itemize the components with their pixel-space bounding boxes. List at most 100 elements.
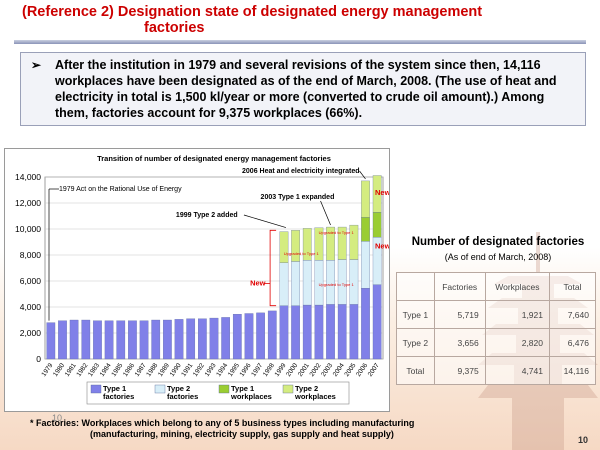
legend-label: workplaces bbox=[230, 392, 272, 401]
bar-segment bbox=[69, 319, 79, 360]
legend-swatch bbox=[282, 384, 294, 394]
table-cell: 3,656 bbox=[433, 328, 486, 357]
bar-segment bbox=[314, 304, 324, 360]
bar-segment bbox=[81, 319, 91, 360]
x-tick-label: 1989 bbox=[157, 362, 171, 378]
table-cell: Total bbox=[396, 356, 435, 385]
bar-segment bbox=[197, 318, 207, 360]
new-label: New bbox=[375, 188, 389, 197]
x-tick-label: 1986 bbox=[122, 362, 136, 378]
bar-segment bbox=[372, 284, 382, 360]
table-cell: 6,476 bbox=[549, 328, 596, 357]
table-header-cell: Total bbox=[549, 272, 596, 301]
bar-segment bbox=[372, 212, 382, 238]
bar-chart: 0 2,000 4,000 6,000 8,000 10,000 12,000 14,000 T… bbox=[15, 154, 391, 405]
y-tick-label: 10,000 bbox=[15, 224, 41, 234]
bar-segment bbox=[279, 231, 289, 263]
footnote: * Factories: Workplaces which belong to … bbox=[30, 418, 500, 440]
bar-segment bbox=[174, 319, 184, 360]
chart-title: Transition of number of designated energ… bbox=[97, 154, 331, 163]
table-subtitle: (As of end of March, 2008) bbox=[444, 252, 552, 262]
footnote-line-1: * Factories: Workplaces which belong to … bbox=[30, 418, 415, 428]
x-tick-label: 2005 bbox=[343, 362, 357, 378]
bar-segment bbox=[279, 305, 289, 360]
arrow-bullet-icon: ➢ bbox=[31, 58, 42, 72]
bar-segment bbox=[361, 180, 370, 218]
bar-segment bbox=[361, 287, 370, 360]
x-tick-label: 1979 bbox=[40, 362, 54, 378]
table-row: Type 2 3,656 2,820 6,476 bbox=[396, 328, 596, 357]
bar-segment bbox=[232, 313, 242, 360]
table-header-cell bbox=[396, 272, 435, 301]
legend-swatch bbox=[90, 384, 102, 394]
table-title: Number of designated factories bbox=[411, 236, 585, 248]
bar-segment bbox=[302, 304, 312, 360]
intro-text: After the institution in 1979 and severa… bbox=[55, 58, 557, 120]
legend-label: Type 1 bbox=[103, 384, 126, 393]
y-tick-label: 12,000 bbox=[15, 198, 41, 208]
annotation-1979: 1979 Act on the Rational Use of Energy bbox=[59, 186, 182, 193]
table-cell: 4,741 bbox=[484, 356, 551, 385]
bar-segment bbox=[244, 313, 254, 360]
table-row: Type 1 5,719 1,921 7,640 bbox=[396, 300, 596, 329]
bar-segment bbox=[361, 241, 370, 289]
slide-title: (Reference 2) Designation state of desig… bbox=[22, 4, 542, 36]
page-number-left: 10 bbox=[52, 413, 63, 423]
upgraded-label: Upgraded to Type 1 bbox=[319, 230, 355, 235]
x-tick-label: 2006 bbox=[355, 362, 369, 378]
legend-swatch bbox=[154, 384, 166, 394]
annotation-arrow bbox=[243, 214, 287, 228]
new-label: New bbox=[375, 242, 389, 251]
title-line-1: (Reference 2) Designation state of desig… bbox=[22, 4, 483, 20]
table-cell: Type 2 bbox=[396, 328, 435, 357]
bar-segment bbox=[337, 226, 347, 260]
table-cell: 9,375 bbox=[433, 356, 486, 385]
x-tick-label: 2000 bbox=[285, 362, 299, 378]
legend-label: factories bbox=[167, 392, 198, 401]
new-label: New bbox=[250, 279, 266, 288]
bar-segment bbox=[314, 227, 324, 261]
bar-segment bbox=[337, 304, 347, 360]
x-tick-label: 1996 bbox=[239, 362, 253, 378]
legend-label: factories bbox=[103, 392, 134, 401]
x-tick-label: 1994 bbox=[215, 362, 229, 378]
footnote-line-2: (manufacturing, mining, electricity supp… bbox=[90, 429, 394, 439]
y-tick-label: 8,000 bbox=[20, 250, 42, 260]
annotation-arrow bbox=[320, 200, 331, 226]
x-tick-label: 1997 bbox=[250, 362, 264, 378]
y-tick-label: 14,000 bbox=[15, 172, 41, 182]
y-tick-label: 0 bbox=[36, 354, 41, 364]
legend-box bbox=[86, 381, 350, 405]
page-number-right: 10 bbox=[578, 435, 589, 445]
bar-segment bbox=[302, 228, 312, 261]
x-tick-label: 1999 bbox=[274, 362, 288, 378]
bar-segment bbox=[46, 322, 56, 360]
x-tick-label: 2007 bbox=[367, 362, 381, 378]
annotation-2003: 2003 Type 1 expanded bbox=[261, 194, 335, 201]
x-tick-label: 1980 bbox=[52, 362, 66, 378]
x-tick-label: 2001 bbox=[297, 362, 311, 378]
x-tick-label: 1988 bbox=[145, 362, 159, 378]
bar-segment bbox=[256, 312, 265, 360]
bar-segment bbox=[139, 320, 149, 360]
legend-label: Type 2 bbox=[167, 384, 190, 393]
legend-label: workplaces bbox=[294, 392, 336, 401]
table-cell: 2,820 bbox=[484, 328, 551, 357]
bar-segment bbox=[267, 310, 277, 360]
annotation-1999: 1999 Type 2 added bbox=[176, 212, 238, 219]
bar-segment bbox=[163, 319, 172, 360]
bar-segment bbox=[349, 224, 359, 260]
x-tick-label: 1983 bbox=[87, 362, 101, 378]
bar-segment bbox=[291, 230, 300, 262]
x-tick-label: 2003 bbox=[320, 362, 334, 378]
table-header-cell: Workplaces bbox=[484, 272, 551, 301]
x-tick-label: 1990 bbox=[169, 362, 183, 378]
bar-segment bbox=[291, 305, 300, 360]
legend-label: Type 1 bbox=[231, 384, 254, 393]
table-cell: 1,921 bbox=[484, 300, 551, 329]
table-header-row: Factories Workplaces Total bbox=[396, 272, 596, 301]
bar-segment bbox=[326, 226, 335, 261]
bar-segment bbox=[349, 304, 359, 360]
bar-segment bbox=[291, 261, 300, 306]
bar-segment bbox=[186, 318, 196, 360]
